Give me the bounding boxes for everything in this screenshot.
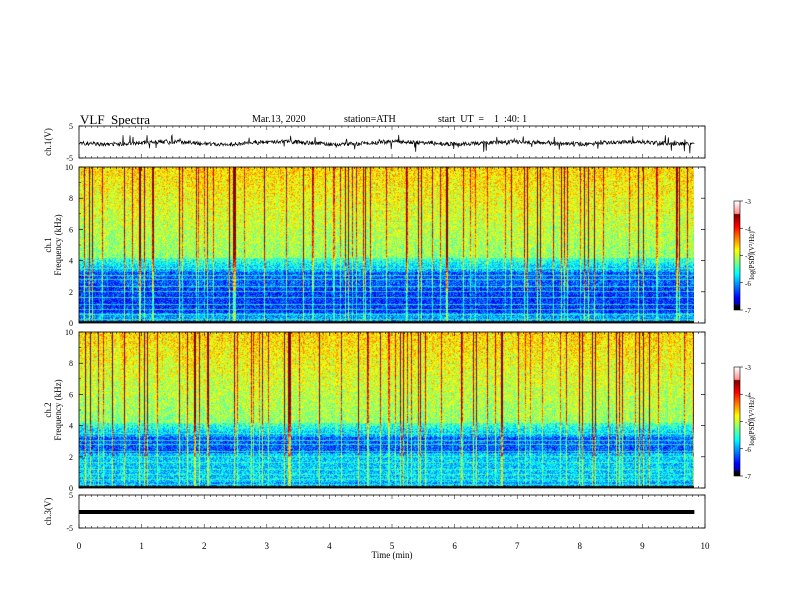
y-tick-label: 8 <box>69 359 73 368</box>
colorbar-tick-label: -4 <box>745 391 751 399</box>
y-tick-label: -5 <box>66 154 73 163</box>
x-tick-label: 5 <box>390 541 395 551</box>
y-tick-label: 0 <box>69 484 73 493</box>
y-tick-label: 5 <box>69 122 73 131</box>
x-tick-label: 10 <box>701 541 711 551</box>
spectrogram-image-ch1 <box>79 167 694 323</box>
ch2-spectrogram-ylabel: ch.2 <box>43 402 53 417</box>
ch3-waveform-ylabel: ch.3(V) <box>43 498 53 526</box>
ch1-waveform-trace <box>78 134 695 154</box>
colorbar-tick-label: -4 <box>745 225 751 233</box>
y-tick-label: 10 <box>65 163 73 172</box>
station-label: station=ATH <box>344 114 396 125</box>
chart-title: VLF Spectra <box>80 112 151 127</box>
colorbar-tick-label: -7 <box>745 307 751 315</box>
ch1-spectrogram-ylabel: ch.1 <box>43 237 53 252</box>
x-tick-label: 2 <box>202 541 207 551</box>
y-tick-label: 2 <box>69 288 73 297</box>
colorbar-tick-label: -5 <box>745 253 751 261</box>
ch3-waveform-trace <box>79 510 695 514</box>
x-tick-label: 6 <box>452 541 457 551</box>
y-tick-label: 4 <box>69 257 73 266</box>
colorbar-gradient <box>734 367 740 476</box>
x-tick-label: 9 <box>640 541 645 551</box>
colorbar-label: log(PSD)(V²/Hz) <box>748 397 756 446</box>
y-tick-label: 8 <box>69 194 73 203</box>
start-time-label: start UT = 1 :40: 1 <box>438 114 528 125</box>
x-tick-label: 1 <box>139 541 144 551</box>
y-tick-label: 5 <box>69 491 73 500</box>
y-tick-label: 0 <box>69 319 73 328</box>
y-tick-label: 6 <box>69 390 73 399</box>
y-tick-label: 6 <box>69 225 73 234</box>
y-tick-label: -5 <box>66 524 73 533</box>
colorbar-tick-label: -3 <box>745 198 751 206</box>
ch1-waveform-ylabel: ch.1(V) <box>43 128 53 156</box>
y-tick-label: 2 <box>69 453 73 462</box>
x-tick-label: 0 <box>77 541 82 551</box>
x-tick-label: 3 <box>265 541 270 551</box>
y-tick-label: 10 <box>65 328 73 337</box>
x-axis-label: Time (min) <box>372 550 413 560</box>
colorbar-tick-label: -7 <box>745 473 751 481</box>
colorbar-tick-label: -5 <box>745 419 751 427</box>
ch2-spectrogram-ylabel: Frequency (kHz) <box>53 379 63 440</box>
spectrogram-image-ch2 <box>79 332 694 488</box>
colorbar-tick-label: -6 <box>745 446 751 454</box>
colorbar-tick-label: -3 <box>745 364 751 372</box>
x-tick-label: 4 <box>327 541 332 551</box>
ch1-spectrogram-ylabel: Frequency (kHz) <box>53 214 63 275</box>
y-tick-label: 4 <box>69 422 73 431</box>
x-tick-label: 8 <box>578 541 583 551</box>
colorbar-tick-label: -6 <box>745 280 751 288</box>
x-tick-label: 7 <box>515 541 520 551</box>
colorbar-label: log(PSD)(V²/Hz) <box>748 231 756 280</box>
date-label: Mar.13, 2020 <box>252 114 306 125</box>
colorbar-gradient <box>734 201 740 310</box>
